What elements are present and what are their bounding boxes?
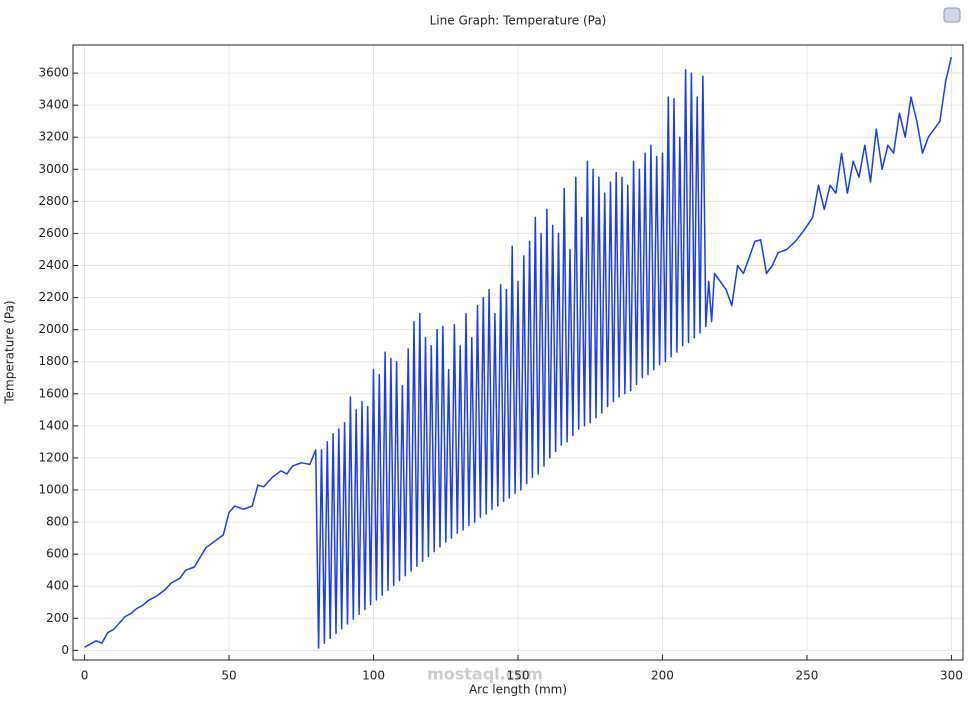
y-tick-label: 2800 [38, 194, 69, 208]
y-tick-label: 3000 [38, 162, 69, 176]
y-axis-label: Temperature (Pa) [3, 300, 17, 404]
x-tick-label: 0 [81, 669, 89, 683]
y-tick-label: 200 [46, 611, 69, 625]
y-tick-label: 3600 [38, 66, 69, 80]
y-tick-label: 600 [46, 547, 69, 561]
x-tick-label: 250 [796, 669, 819, 683]
y-tick-label: 1600 [38, 386, 69, 400]
x-tick-label: 150 [507, 669, 530, 683]
chart-title: Line Graph: Temperature (Pa) [430, 14, 607, 28]
y-tick-label: 1800 [38, 354, 69, 368]
data-line [84, 56, 953, 649]
y-tick-label: 800 [46, 515, 69, 529]
plot-frame [72, 44, 964, 661]
watermark: mostaql.com [427, 665, 543, 684]
y-tick-label: 2600 [38, 226, 69, 240]
x-tick-label: 50 [221, 669, 236, 683]
x-tick-label: 300 [940, 669, 963, 683]
toolbar-icon[interactable] [943, 7, 961, 23]
x-tick-label: 200 [651, 669, 674, 683]
x-axis-label: Arc length (mm) [469, 683, 567, 697]
y-tick-label: 3200 [38, 130, 69, 144]
y-tick-label: 1200 [38, 450, 69, 464]
y-tick-label: 1400 [38, 418, 69, 432]
y-tick-label: 400 [46, 579, 69, 593]
x-tick-label: 100 [362, 669, 385, 683]
y-tick-label: 1000 [38, 483, 69, 497]
y-tick-label: 2200 [38, 290, 69, 304]
y-tick-label: 3400 [38, 98, 69, 112]
y-tick-label: 0 [61, 643, 69, 657]
y-tick-label: 2000 [38, 322, 69, 336]
y-tick-label: 2400 [38, 258, 69, 272]
